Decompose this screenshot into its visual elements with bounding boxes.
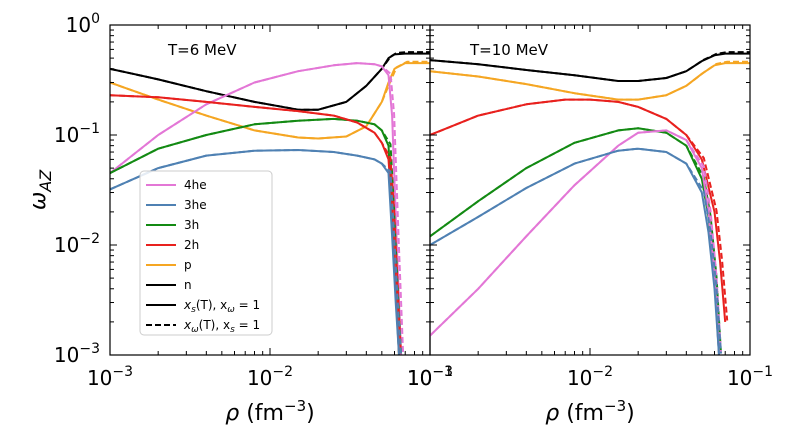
curve-dashed-t6-n [110, 51, 430, 111]
legend-label-4: p [184, 258, 192, 272]
y-axis-title-main: ω [26, 192, 51, 210]
x-axis-title-left-exp: −3 [284, 397, 306, 415]
x-tick-label-base: 10 [87, 366, 112, 390]
y-tick-label: 100 [66, 11, 100, 37]
x-axis-title-right-unit: (fm [559, 401, 604, 426]
x-tick-label-base: 10 [567, 366, 592, 390]
ticks-t6 [109, 24, 431, 356]
curve-dashed-t10-4he [430, 129, 722, 354]
y-tick-label-exp: −3 [79, 341, 100, 357]
curve-dashed-t10-2h [430, 98, 729, 321]
curves-t10 [430, 51, 750, 355]
x-tick-label-exp: −1 [432, 364, 453, 380]
x-tick-label-base: 10 [247, 366, 272, 390]
x-tick-label-exp: −1 [752, 364, 773, 380]
x-tick-label-t10: 10−3 [407, 364, 453, 390]
x-axis-title-right-rho: ρ [545, 401, 559, 426]
y-tick-label-exp: −1 [79, 121, 100, 137]
y-tick-label-exp: −2 [79, 231, 100, 247]
legend-frame [139, 170, 273, 336]
panel-t6-title: T=6 MeV [167, 41, 237, 59]
curve-dashed-t6-3he [110, 148, 402, 354]
x-tick-label-base: 10 [727, 366, 752, 390]
y-tick-label-base: 10 [54, 233, 79, 257]
legend-label-part: = 1 [235, 298, 260, 312]
x-axis-title-left-unit: (fm [239, 401, 284, 426]
legend-label-2: 3h [184, 218, 199, 232]
x-tick-label-exp: −2 [272, 364, 293, 380]
x-tick-label-t10: 10−2 [567, 364, 613, 390]
y-tick-label: 10−2 [54, 231, 100, 257]
curve-t10-3h [430, 127, 720, 355]
x-axis-title-left-close: ) [306, 401, 315, 426]
curves-t6 [110, 51, 430, 355]
panel-t10: T=10 MeV [429, 24, 751, 356]
legend-label-part: x [183, 298, 192, 312]
curve-dashed-t10-3h [430, 127, 722, 354]
x-axis-title-right-close: ) [626, 401, 635, 426]
legend-label-part: s [191, 305, 196, 315]
curve-t6-2h [110, 94, 400, 355]
x-axis-title-left-rho: ρ [225, 401, 239, 426]
legend-label-part: ω [227, 305, 235, 315]
curve-dashed-t10-3he [430, 147, 722, 354]
y-tick-label-base: 10 [54, 343, 79, 367]
legend-label-part: = 1 [235, 318, 260, 332]
x-axis-title-left: ρ (fm−3) [225, 397, 314, 426]
x-axis-title-right-exp: −3 [604, 397, 626, 415]
x-tick-labels: 10−3 10−2 10−110−3 10−2 10−1 [87, 364, 773, 390]
x-tick-label-t10: 10−1 [727, 364, 773, 390]
legend-label-6: xs(T), xω = 1 [183, 298, 260, 315]
curve-dashed-t6-p [110, 60, 430, 140]
x-tick-label-base: 10 [407, 366, 432, 390]
legend-label-part: (T), x [199, 318, 230, 332]
y-tick-label-base: 10 [54, 123, 79, 147]
x-tick-label-base: 10 [407, 366, 432, 390]
y-tick-label-exp: 0 [91, 11, 100, 27]
legend-label-part: (T), x [196, 298, 227, 312]
curve-dashed-t6-3h [110, 117, 402, 354]
legend-label-0: 4he [184, 178, 207, 192]
legend-label-part: s [230, 325, 235, 335]
x-tick-label-t6: 10−3 [87, 364, 133, 390]
x-tick-label-t6: 10−1 [407, 364, 453, 390]
curve-t10-p [430, 62, 750, 101]
y-tick-label: 10−1 [54, 121, 100, 147]
y-tick-label-base: 10 [66, 13, 91, 37]
ticks-t10 [429, 24, 751, 356]
curve-dashed-t6-2h [110, 94, 402, 354]
curve-dashed-t6-4he [110, 62, 405, 354]
panel-t10-title: T=10 MeV [469, 41, 549, 59]
curve-t10-2h [430, 98, 727, 322]
y-axis-title: ωAZ [26, 169, 55, 210]
legend-label-3: 2h [184, 238, 199, 252]
curve-t10-3he [430, 147, 720, 355]
x-tick-label-exp: −3 [112, 364, 133, 380]
y-axis-title-sub: AZ [36, 169, 55, 193]
x-tick-label-t6: 10−2 [247, 364, 293, 390]
y-tick-label: 10−3 [54, 341, 100, 367]
legend-label-part: x [183, 318, 192, 332]
legend-label-1: 3he [184, 198, 207, 212]
x-tick-label-exp: −3 [432, 364, 453, 380]
legend-label-part: ω [191, 325, 199, 335]
legend-label-5: n [184, 278, 192, 292]
x-axis-title-right: ρ (fm−3) [545, 397, 634, 426]
curve-dashed-t10-p [430, 60, 750, 101]
legend-label-7: xω(T), xs = 1 [183, 318, 260, 335]
x-tick-label-exp: −2 [592, 364, 613, 380]
